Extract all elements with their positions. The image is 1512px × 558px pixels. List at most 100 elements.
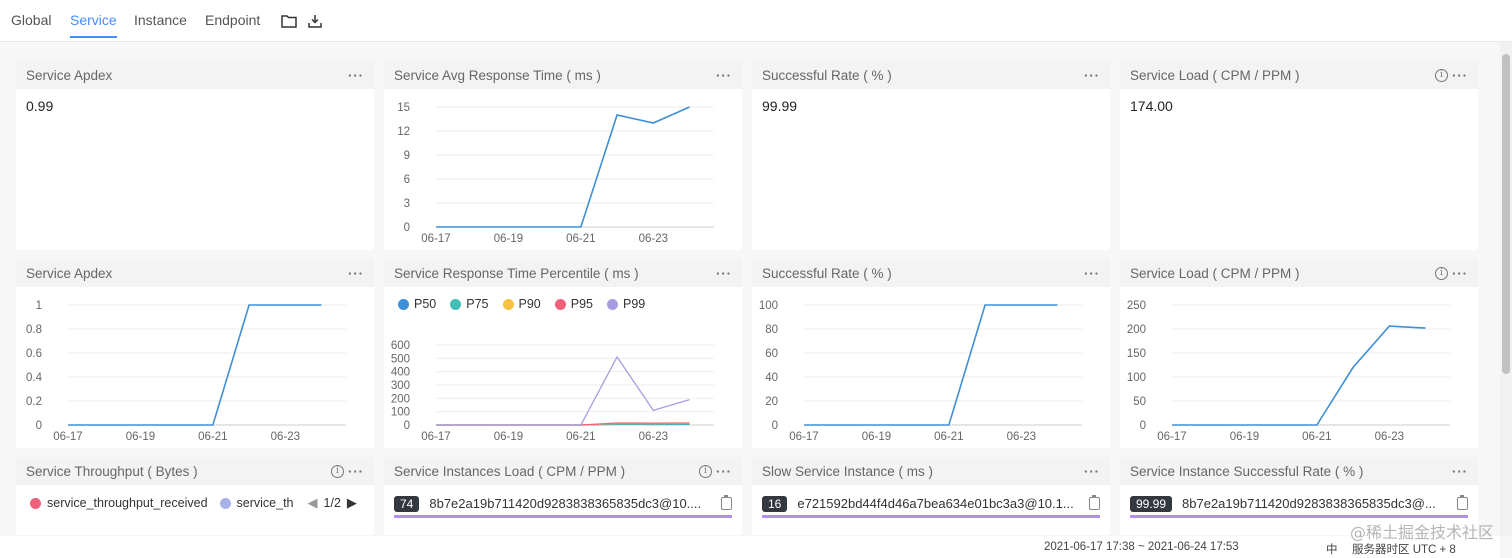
more-icon[interactable]: ··· (1452, 265, 1468, 281)
footer-bar: 2021-06-17 17:38 ~ 2021-06-24 17:53 中 服务… (0, 536, 1500, 558)
time-range[interactable]: 2021-06-17 17:38 ~ 2021-06-24 17:53 (1044, 541, 1239, 553)
y-tick-label: 300 (391, 380, 410, 392)
card-slow-instance: Slow Service Instance ( ms ) ··· 16 e7215… (752, 457, 1110, 535)
card-avg-response-time: Service Avg Response Time ( ms ) ··· 0 3 6 9… (384, 61, 742, 250)
watermark: @稀土掘金技术社区 (1349, 523, 1494, 542)
card-title: Successful Rate ( % ) (762, 67, 892, 83)
x-tick-label: 06-19 (1230, 431, 1259, 443)
x-tick-label: 06-17 (421, 233, 450, 245)
y-tick-label: 15 (397, 102, 410, 114)
y-tick-label: 400 (391, 367, 410, 379)
legend-dot (30, 497, 41, 509)
chart-legend: service_throughput_received service_th ◀… (30, 495, 357, 511)
card-service-load-chart: Service Load ( CPM / PPM ) i ··· 0 50 100 150… (1120, 259, 1478, 448)
card-title: Service Avg Response Time ( ms ) (394, 67, 601, 83)
series-line (1172, 325, 1426, 426)
more-icon[interactable]: ··· (1452, 463, 1468, 479)
list-item[interactable]: 99.99 8b7e2a19b711420d9283838365835dc3@.… (1130, 494, 1468, 518)
y-tick-label: 0.4 (26, 372, 43, 384)
y-tick-label: 9 (404, 150, 410, 162)
x-tick-label: 06-21 (1302, 431, 1331, 443)
metric-value: 0.99 (26, 98, 54, 114)
more-icon[interactable]: ··· (1084, 265, 1100, 281)
more-icon[interactable]: ··· (716, 265, 732, 281)
x-tick-label: 06-23 (1375, 431, 1404, 443)
card-successful-rate-value: Successful Rate ( % ) ··· 99.99 (752, 61, 1110, 250)
metric-value: 174.00 (1130, 98, 1173, 114)
list-item[interactable]: 74 8b7e2a19b711420d9283838365835dc3@10..… (394, 494, 732, 518)
series-line (68, 304, 322, 426)
scrollbar-thumb[interactable] (1502, 54, 1510, 374)
tab-service[interactable]: Service (70, 12, 117, 38)
x-tick-label: 06-23 (1007, 431, 1036, 443)
y-tick-label: 0.2 (26, 396, 42, 408)
x-tick-label: 06-17 (789, 431, 818, 443)
more-icon[interactable]: ··· (716, 67, 732, 83)
y-tick-label: 6 (404, 174, 410, 186)
x-tick-label: 06-21 (566, 233, 595, 245)
y-tick-label: 0 (1140, 420, 1146, 432)
card-instances-load: Service Instances Load ( CPM / PPM ) i ···… (384, 457, 742, 535)
y-tick-label: 12 (397, 126, 410, 138)
avg-response-chart: 0 3 6 9 12 15 06-17 06-19 06-21 06-23 (397, 102, 714, 245)
value-badge: 99.99 (1130, 495, 1173, 512)
legend-item-p99[interactable]: P99 (607, 297, 645, 311)
download-icon[interactable] (307, 14, 323, 28)
legend-next-icon[interactable]: ▶ (346, 495, 357, 510)
copy-icon[interactable] (1089, 495, 1100, 510)
tab-endpoint[interactable]: Endpoint (205, 12, 261, 28)
copy-icon[interactable] (1457, 495, 1468, 510)
card-title: Service Apdex (26, 67, 113, 83)
more-icon[interactable]: ··· (348, 265, 364, 281)
legend-page-indicator: 1/2 (323, 496, 341, 510)
card-title: Service Throughput ( Bytes ) (26, 463, 198, 479)
x-tick-label: 06-23 (271, 431, 300, 443)
y-tick-label: 200 (391, 393, 410, 405)
y-tick-label: 100 (391, 407, 410, 419)
legend-item-received[interactable]: service_throughput_received (47, 496, 208, 510)
card-service-apdex-value: Service Apdex ··· 0.99 (16, 61, 374, 250)
y-tick-label: 0 (772, 420, 778, 432)
tab-global[interactable]: Global (11, 12, 52, 28)
list-item[interactable]: 16 e721592bd44f4d46a7bea634e01bc3a3@10.1… (762, 494, 1100, 518)
x-tick-label: 06-21 (198, 431, 227, 443)
legend-item-p95[interactable]: P95 (554, 297, 593, 311)
y-tick-label: 500 (391, 353, 410, 365)
legend-item-p50[interactable]: P50 (398, 297, 436, 311)
card-response-percentile: Service Response Time Percentile ( ms ) ·… (384, 259, 742, 448)
folder-icon[interactable] (281, 14, 297, 28)
timezone-label[interactable]: 服务器时区 UTC + 8 (1352, 544, 1456, 556)
x-tick-label: 06-19 (862, 431, 891, 443)
instance-name: 8b7e2a19b711420d9283838365835dc3@10.... (429, 496, 702, 511)
y-tick-label: 0.6 (26, 348, 42, 360)
more-icon[interactable]: ··· (1452, 67, 1468, 83)
more-icon[interactable]: ··· (348, 463, 364, 479)
language-toggle[interactable]: 中 (1326, 544, 1338, 556)
x-tick-label: 06-17 (53, 431, 82, 443)
info-icon[interactable]: i (1435, 266, 1448, 280)
y-tick-label: 100 (759, 300, 778, 312)
info-icon[interactable]: i (1435, 68, 1448, 82)
info-icon[interactable]: i (331, 464, 344, 478)
legend-prev-icon[interactable]: ◀ (307, 495, 318, 510)
x-tick-label: 06-19 (494, 233, 523, 245)
x-tick-label: 06-19 (126, 431, 155, 443)
info-icon[interactable]: i (699, 464, 712, 478)
legend-item-p75[interactable]: P75 (450, 297, 489, 311)
card-title: Service Response Time Percentile ( ms ) (394, 265, 639, 281)
legend-item-truncated[interactable]: service_th (236, 496, 294, 510)
y-tick-label: 3 (404, 198, 410, 210)
more-icon[interactable]: ··· (348, 67, 364, 83)
x-tick-label: 06-17 (1157, 431, 1186, 443)
y-tick-label: 100 (1127, 372, 1146, 384)
copy-icon[interactable] (721, 495, 732, 510)
more-icon[interactable]: ··· (716, 463, 732, 479)
legend-item-p90[interactable]: P90 (502, 297, 541, 311)
more-icon[interactable]: ··· (1084, 67, 1100, 83)
more-icon[interactable]: ··· (1084, 463, 1100, 479)
instance-name: 8b7e2a19b711420d9283838365835dc3@... (1182, 496, 1436, 511)
tab-instance[interactable]: Instance (134, 12, 187, 28)
vertical-scrollbar[interactable] (1500, 42, 1512, 536)
card-service-load-value: Service Load ( CPM / PPM ) i ··· 174.00 (1120, 61, 1478, 250)
